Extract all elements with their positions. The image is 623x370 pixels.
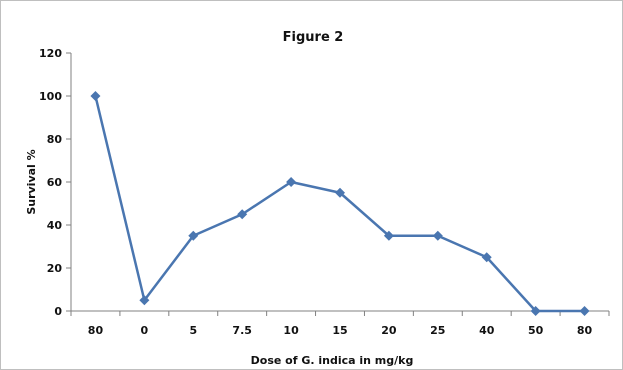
data-point-marker <box>237 209 248 220</box>
data-point-marker <box>286 177 297 187</box>
x-tick-label: 15 <box>332 324 347 337</box>
data-point-marker <box>481 252 492 263</box>
y-axis-label: Survival % <box>25 149 38 214</box>
y-axis-ticks: 0 20 40 60 80 100 120 <box>39 47 71 318</box>
y-tick-label: 20 <box>47 262 63 275</box>
data-point-marker <box>530 306 541 316</box>
x-tick-label: 20 <box>381 324 397 337</box>
x-tick-label: 0 <box>141 324 149 337</box>
y-tick-label: 100 <box>39 90 62 103</box>
x-axis-label: Dose of G. indica in mg/kg <box>251 354 414 367</box>
y-tick-label: 80 <box>47 133 63 146</box>
y-tick-label: 120 <box>39 47 62 60</box>
x-axis-ticks: 80 0 5 7.5 10 15 20 25 40 50 80 <box>70 311 610 337</box>
data-point-marker <box>335 187 345 198</box>
data-point-marker <box>90 91 101 101</box>
x-tick-label: 80 <box>577 324 593 337</box>
series-group <box>90 91 590 316</box>
data-point-marker <box>383 230 394 241</box>
x-tick-label: 10 <box>283 324 299 337</box>
data-point-marker <box>188 230 199 241</box>
x-tick-label: 7.5 <box>232 324 252 337</box>
y-tick-label: 60 <box>47 176 63 189</box>
x-tick-label: 5 <box>189 324 197 337</box>
y-tick-label: 0 <box>54 305 62 318</box>
x-tick-label: 80 <box>88 324 104 337</box>
data-point-marker <box>432 230 443 241</box>
x-tick-label: 40 <box>479 324 495 337</box>
x-tick-label: 25 <box>430 324 445 337</box>
data-point-marker <box>139 295 150 306</box>
series-line <box>94 95 585 313</box>
chart-title: Figure 2 <box>283 30 344 45</box>
y-tick-label: 40 <box>47 219 63 232</box>
data-point-marker <box>579 306 590 316</box>
x-tick-label: 50 <box>528 324 544 337</box>
